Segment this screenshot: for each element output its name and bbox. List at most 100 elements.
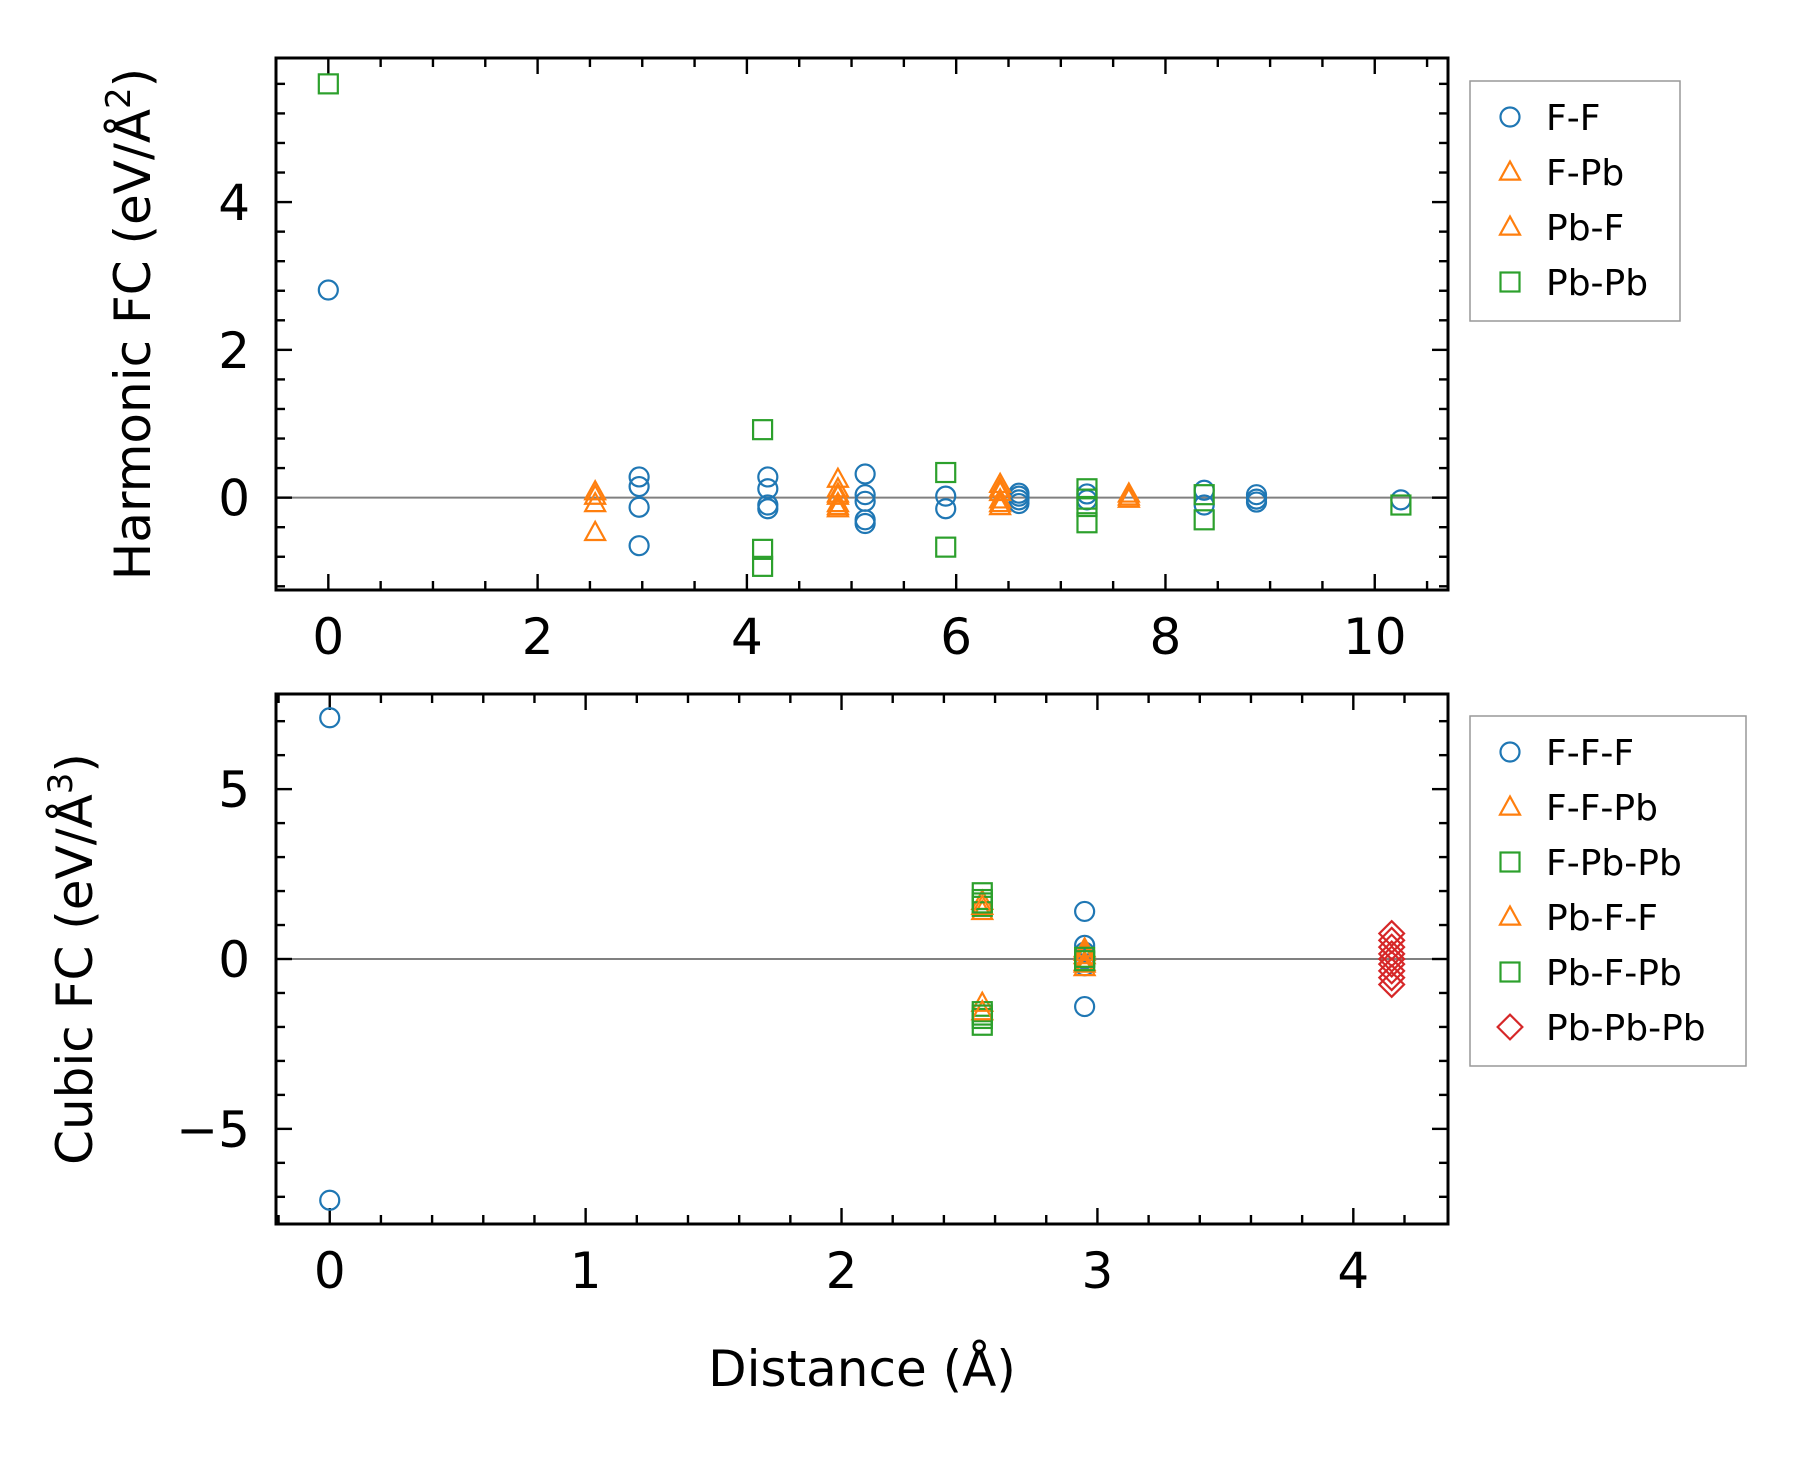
data-point-f-f	[1008, 492, 1030, 515]
data-point-f-pb	[583, 479, 608, 501]
data-point-pb-pb	[1193, 484, 1215, 506]
data-point-pb-pb	[751, 538, 774, 560]
legend: F-F-F F-F-Pb F-Pb-Pb Pb-F-F Pb-F-Pb Pb-Pb-Pb	[1469, 715, 1747, 1067]
y-tick-label: 0	[218, 931, 250, 989]
data-point-f-f	[935, 485, 957, 507]
data-point-pb-pb	[1390, 494, 1412, 516]
data-point-f-f	[854, 512, 876, 535]
y-tick-label: 4	[218, 174, 250, 232]
harmonic-fc-panel: 0 2 4 6 8 10 0 2 4 Harmonic FC (eV/Å2) F-F F-Pb Pb-F…	[99, 56, 1681, 666]
data-point-pb-f-f	[1072, 951, 1097, 973]
x-tick-label: 2	[826, 1242, 858, 1300]
data-point-f-f-f	[319, 707, 341, 729]
legend-label: F-Pb-Pb	[1546, 843, 1682, 884]
data-point-pb-pb-pb	[1377, 950, 1406, 979]
plot-frame	[274, 692, 1450, 1226]
x-axis-label: Distance (Å)	[708, 1340, 1016, 1398]
data-point-f-pb	[1116, 481, 1141, 503]
cubic-fc-panel: 0 1 2 3 4 −5 0 5 Cubic FC (eV/Å3) Distance (Å) F-F…	[41, 692, 1747, 1398]
data-point-f-pb	[988, 487, 1012, 509]
legend-marker-pb-f-pb	[1499, 961, 1521, 983]
data-point-f-f	[628, 535, 650, 557]
legend-marker-f-pb-pb	[1499, 851, 1521, 873]
legend: F-F F-Pb Pb-F Pb-Pb	[1469, 80, 1681, 322]
data-point-f-pb	[988, 479, 1012, 502]
data-point-pb-f	[826, 493, 850, 516]
legend-marker-f-f-pb	[1498, 794, 1522, 816]
legend-marker-f-pb	[1498, 159, 1522, 181]
legend-box	[1469, 715, 1747, 1067]
legend-label: Pb-Pb	[1546, 263, 1648, 304]
legend-label: F-F-Pb	[1546, 788, 1658, 829]
data-point-f-f-f	[1074, 995, 1096, 1018]
data-point-pb-pb	[1076, 512, 1098, 534]
data-point-pb-pb	[935, 536, 957, 558]
legend-label: Pb-Pb-Pb	[1546, 1008, 1706, 1049]
data-point-pb-f-f	[970, 998, 995, 1021]
legend-label: F-F	[1546, 98, 1600, 139]
legend-marker-pb-f	[1498, 214, 1522, 236]
legend-marker-pb-f-f	[1498, 904, 1522, 926]
data-point-pb-pb	[751, 555, 774, 577]
data-point-pb-f-pb	[971, 1004, 993, 1026]
data-point-pb-pb	[1076, 495, 1098, 518]
data-point-pb-f-pb	[971, 892, 993, 914]
legend-label: F-Pb	[1546, 153, 1624, 194]
data-point-pb-f-f	[970, 893, 995, 916]
data-point-pb-pb	[935, 461, 957, 484]
data-point-f-f	[757, 498, 779, 520]
legend-marker-pb-pb-pb	[1496, 1013, 1524, 1041]
data-point-pb-pb-pb	[1377, 963, 1406, 992]
data-point-pb-pb-pb	[1377, 956, 1406, 985]
x-tick-label: 8	[1150, 608, 1182, 666]
y-tick-label: 5	[218, 761, 250, 819]
data-point-f-f-pb	[1072, 942, 1097, 965]
data-point-f-f	[1245, 491, 1268, 513]
legend-marker-pb-pb	[1499, 271, 1521, 293]
data-point-f-f	[757, 466, 779, 488]
legend-box	[1469, 80, 1681, 322]
data-point-f-f	[317, 279, 339, 301]
data-point-f-f-f	[1074, 900, 1096, 923]
data-point-f-f	[628, 496, 650, 518]
data-point-pb-f	[583, 483, 608, 505]
x-tick-label: 0	[312, 608, 344, 666]
x-tick-label: 6	[940, 608, 972, 666]
data-point-pb-pb	[1193, 509, 1215, 531]
data-point-pb-f	[826, 481, 850, 503]
data-point-pb-pb	[317, 73, 339, 95]
data-point-pb-f-pb	[1074, 950, 1096, 972]
data-point-f-pb	[583, 519, 608, 542]
data-point-f-f	[1390, 489, 1412, 511]
data-point-f-pb	[988, 493, 1012, 516]
x-tick-label: 3	[1082, 1242, 1114, 1300]
data-point-f-f	[854, 484, 876, 506]
data-point-pb-f	[988, 490, 1012, 513]
x-tick-label: 10	[1343, 608, 1407, 666]
data-point-pb-pb	[751, 419, 774, 441]
data-point-f-f	[628, 475, 650, 498]
y-axis-label: Harmonic FC (eV/Å2)	[99, 68, 162, 580]
x-tick-label: 0	[314, 1242, 346, 1300]
y-axis-label: Cubic FC (eV/Å3)	[41, 753, 104, 1165]
legend-marker-f-f	[1499, 106, 1521, 128]
data-point-f-f	[854, 463, 876, 485]
x-tick-label: 4	[1337, 1242, 1369, 1300]
data-point-pb-pb-pb	[1377, 970, 1406, 999]
legend-label: F-F-F	[1546, 733, 1634, 774]
x-tick-label: 4	[731, 608, 763, 666]
data-point-f-f-f	[319, 1189, 341, 1211]
legend-marker-f-f-f	[1499, 741, 1521, 763]
data-point-f-pb	[583, 490, 608, 513]
x-tick-label: 1	[570, 1242, 602, 1300]
legend-label: Pb-F-F	[1546, 898, 1658, 939]
x-tick-label: 2	[522, 608, 554, 666]
plot-frame	[274, 56, 1450, 592]
legend-label: Pb-F	[1546, 208, 1624, 249]
data-point-pb-f	[1116, 484, 1141, 506]
data-point-f-f	[935, 498, 957, 520]
y-tick-label: −5	[176, 1101, 250, 1159]
data-point-pb-f	[988, 476, 1012, 498]
data-point-f-f	[628, 466, 650, 488]
